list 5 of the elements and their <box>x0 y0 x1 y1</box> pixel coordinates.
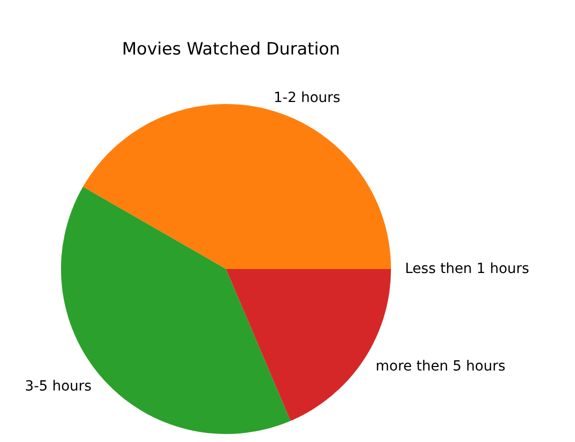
slice-label: 1-2 hours <box>274 90 340 106</box>
slice-label: more then 5 hours <box>376 358 506 375</box>
category-label: Less then 1 hours <box>405 261 530 277</box>
slice-label: 3-5 hours <box>24 378 92 394</box>
chart-title: Movies Watched Duration <box>122 40 340 60</box>
